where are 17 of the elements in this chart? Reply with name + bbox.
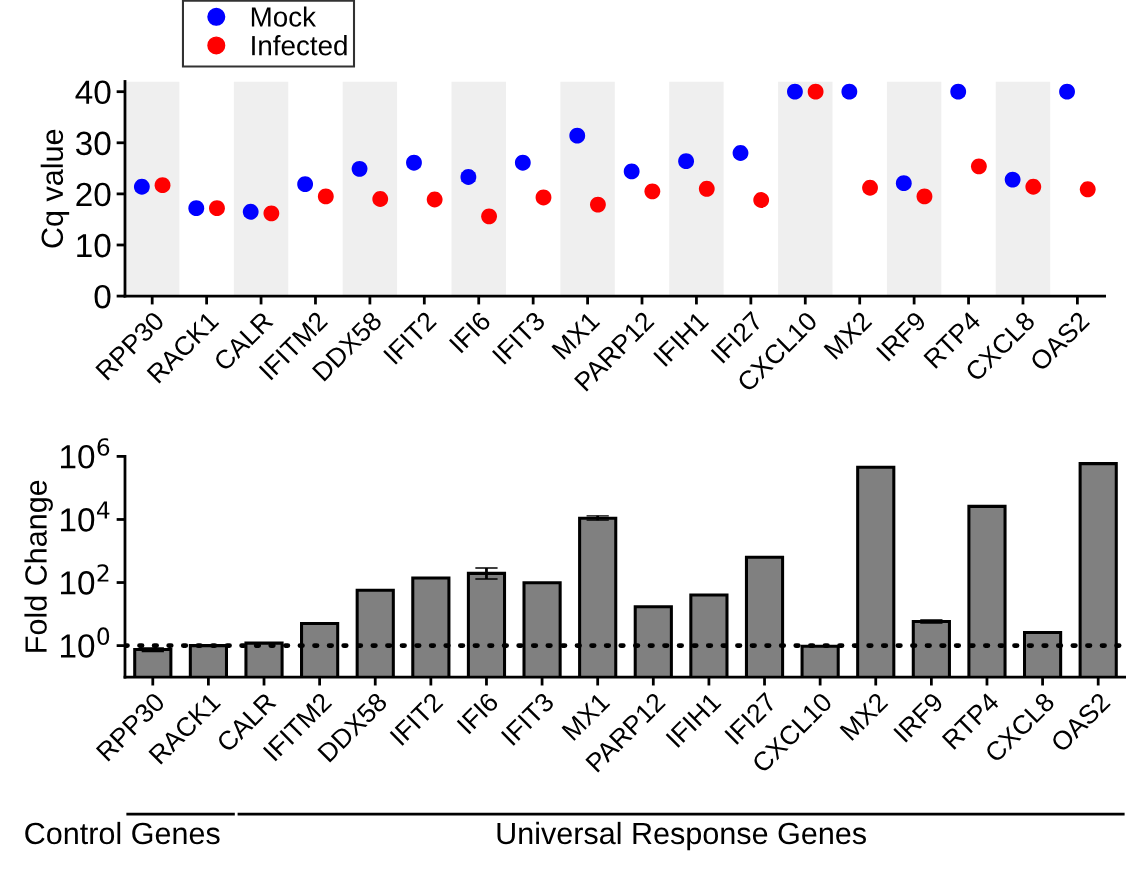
y-tick-label: 10$^{2}$ xyxy=(61,564,109,595)
y-tick-label: 30 xyxy=(75,131,111,156)
y-tick-label: 10$^{4}$ xyxy=(61,501,110,532)
legend-label: Infected xyxy=(252,35,347,56)
y-tick-label: 20 xyxy=(76,182,111,207)
y-tick-label: 0 xyxy=(94,284,111,309)
y-tick-label: 40 xyxy=(75,80,111,105)
y-tick-label: 10 xyxy=(77,233,111,258)
y-axis-title: Cq value xyxy=(40,129,70,248)
legend-label: Mock xyxy=(251,6,317,27)
y-axis-title: Fold Change xyxy=(24,480,53,652)
text: Control Genes xyxy=(25,821,220,845)
text: Universal Response Genes xyxy=(497,821,866,851)
x-tick-label: IFI6 xyxy=(456,691,500,735)
y-tick-label: 10$^{6}$ xyxy=(61,438,110,469)
y-tick-label: 10$^{0}$ xyxy=(61,627,110,658)
x-tick-label: IFI6 xyxy=(448,310,492,354)
